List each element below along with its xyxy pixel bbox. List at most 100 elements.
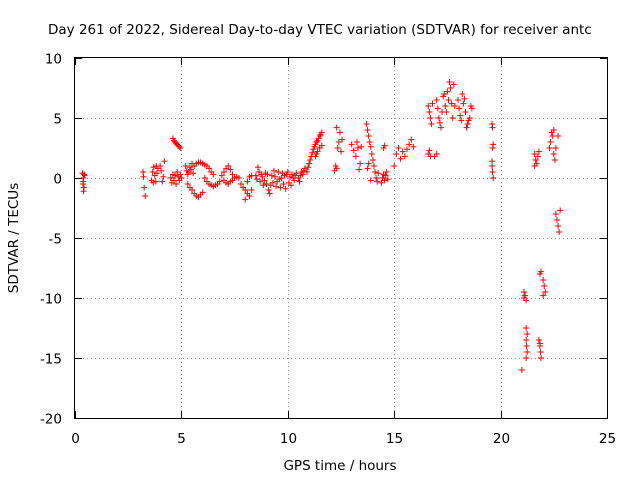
- data-point: [524, 331, 531, 337]
- data-point: [464, 121, 471, 127]
- data-point: [450, 81, 457, 88]
- data-point: [80, 188, 87, 195]
- data-point: [368, 151, 375, 157]
- data-point: [451, 103, 458, 109]
- data-point: [187, 166, 194, 173]
- y-tick-label: 10: [45, 52, 62, 68]
- data-point: [489, 124, 496, 131]
- y-tick-labels: -20 -15 -10 -5 0 5 10: [40, 52, 62, 428]
- data-point: [357, 160, 364, 167]
- data-points: [79, 79, 564, 373]
- data-point: [442, 103, 449, 109]
- data-point: [556, 229, 563, 235]
- data-point: [540, 292, 547, 299]
- data-point: [153, 170, 160, 177]
- data-point: [227, 166, 234, 173]
- data-point: [373, 175, 380, 181]
- data-point: [523, 337, 530, 343]
- data-point: [531, 163, 538, 169]
- data-point: [178, 175, 185, 181]
- y-tick-label: 0: [53, 172, 62, 188]
- data-point: [367, 177, 374, 184]
- data-point: [358, 143, 365, 150]
- data-point: [403, 146, 410, 153]
- x-tick-labels: 0 5 10 15 20 25: [71, 431, 616, 447]
- data-point: [210, 171, 217, 178]
- data-point: [282, 185, 289, 192]
- data-point: [466, 115, 473, 121]
- data-point: [555, 133, 562, 139]
- data-point: [335, 139, 342, 145]
- y-tick-label: -15: [40, 352, 62, 368]
- data-point: [225, 163, 232, 169]
- data-point: [444, 88, 451, 95]
- data-point: [365, 160, 372, 167]
- data-point: [80, 181, 87, 187]
- data-point: [149, 169, 156, 175]
- data-point: [356, 166, 363, 173]
- data-point: [381, 177, 388, 184]
- y-tick-label: 5: [53, 112, 62, 128]
- data-point: [235, 175, 242, 181]
- data-point: [284, 169, 291, 175]
- data-point: [140, 173, 147, 180]
- data-point: [433, 151, 440, 157]
- data-point: [237, 181, 244, 187]
- data-point: [366, 139, 373, 145]
- data-point: [318, 129, 325, 136]
- data-point: [199, 189, 206, 196]
- data-point: [367, 143, 374, 150]
- data-point: [268, 172, 275, 179]
- data-point: [489, 158, 496, 165]
- data-point: [316, 133, 323, 139]
- data-point: [370, 163, 377, 169]
- data-point: [381, 142, 388, 149]
- data-point: [542, 289, 549, 295]
- data-point: [259, 173, 266, 180]
- data-point: [447, 85, 454, 91]
- data-point: [264, 171, 271, 178]
- data-point: [303, 169, 310, 175]
- data-point: [546, 145, 553, 151]
- data-point: [263, 181, 270, 187]
- data-point: [436, 119, 443, 126]
- data-point: [391, 163, 398, 169]
- data-point: [489, 145, 496, 151]
- data-point: [456, 105, 463, 112]
- data-point: [291, 177, 298, 184]
- data-point: [523, 343, 530, 349]
- data-point: [257, 178, 264, 185]
- data-point: [489, 169, 496, 175]
- data-point: [161, 158, 168, 165]
- data-point: [248, 187, 255, 193]
- data-point: [550, 127, 557, 133]
- data-point: [457, 112, 464, 119]
- data-point: [189, 187, 196, 193]
- data-point: [170, 177, 177, 184]
- data-point: [184, 181, 191, 187]
- grid-lines: [75, 58, 607, 418]
- data-point: [549, 133, 556, 139]
- data-point: [449, 115, 456, 121]
- data-point: [557, 207, 564, 214]
- data-point: [272, 173, 279, 180]
- data-point: [260, 182, 267, 189]
- x-tick-label: 5: [177, 431, 186, 447]
- data-point: [280, 181, 287, 187]
- data-point: [443, 109, 450, 115]
- data-point: [410, 143, 417, 150]
- data-point: [293, 170, 300, 177]
- data-point: [190, 170, 197, 177]
- data-point: [406, 141, 413, 148]
- data-point: [459, 91, 466, 97]
- data-point: [277, 184, 284, 191]
- data-point: [395, 145, 402, 151]
- data-point: [555, 223, 562, 229]
- data-point: [427, 115, 434, 121]
- data-point: [538, 355, 545, 361]
- data-point: [463, 124, 470, 131]
- data-point: [352, 153, 359, 160]
- data-point: [252, 172, 259, 179]
- data-point: [378, 179, 385, 186]
- data-point: [339, 136, 346, 143]
